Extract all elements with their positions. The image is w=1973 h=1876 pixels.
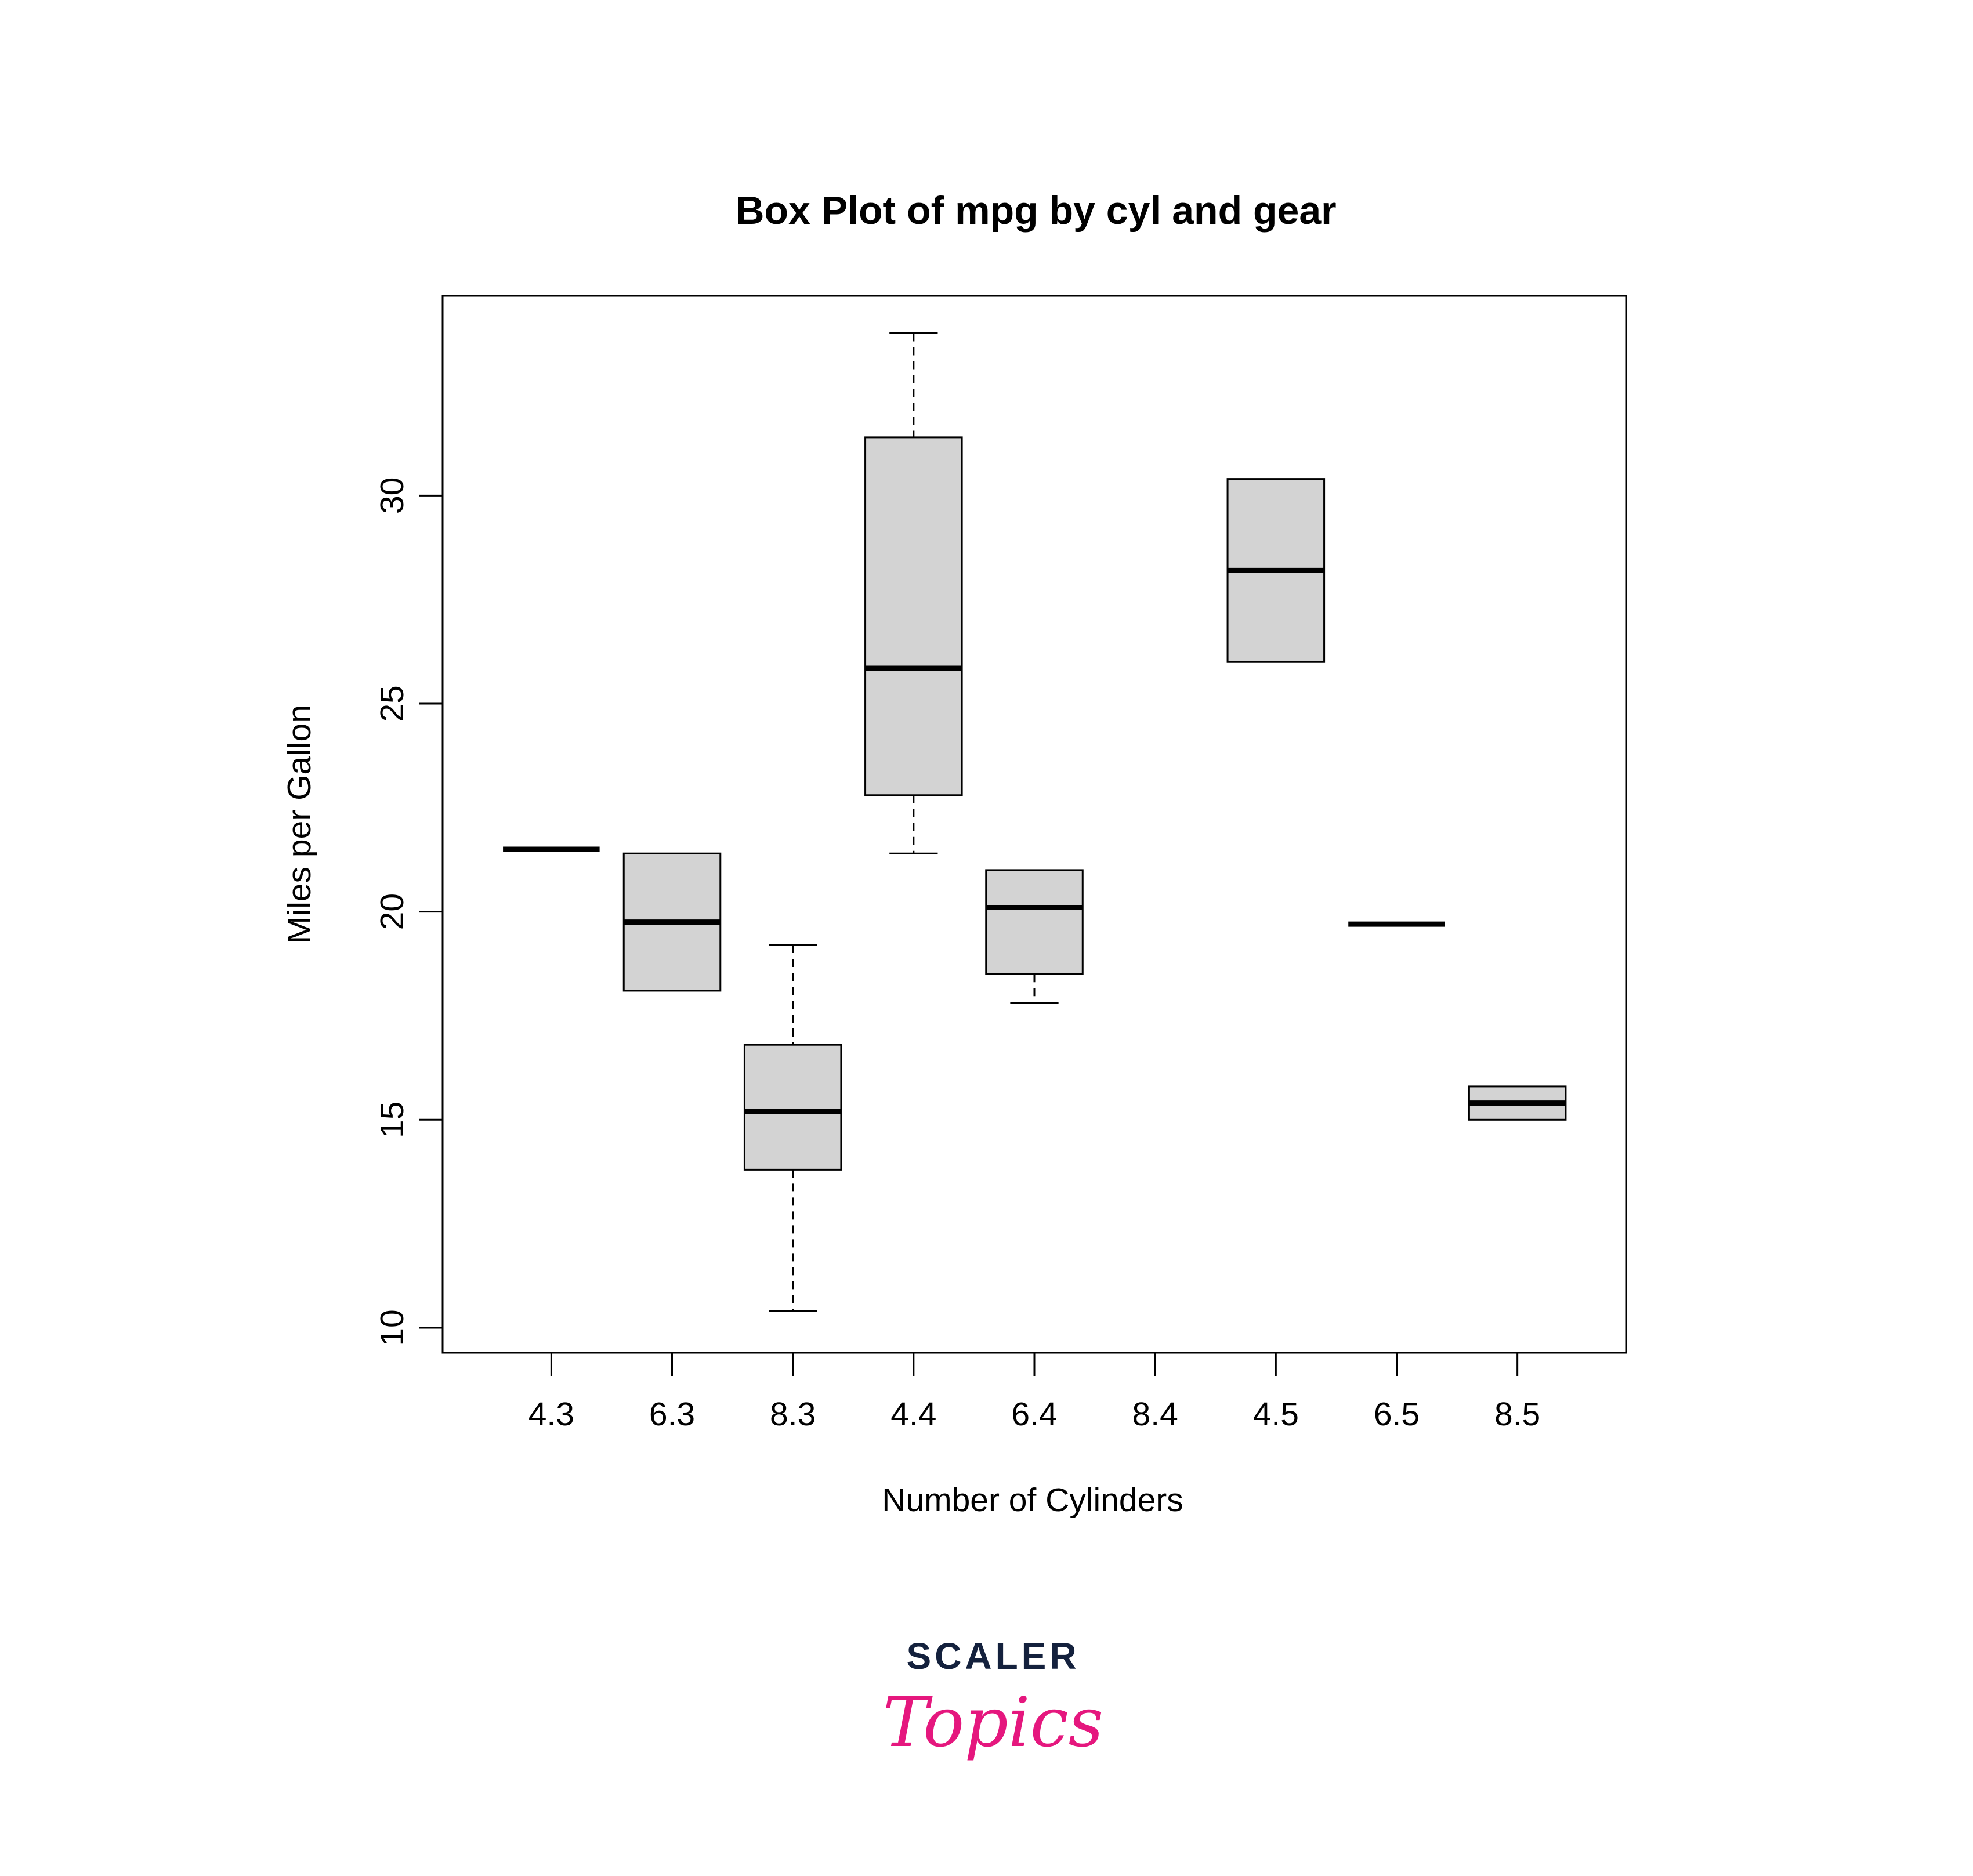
x-tick-label: 4.3 — [528, 1396, 574, 1433]
x-tick-label: 8.5 — [1494, 1396, 1540, 1433]
box-iqr — [864, 436, 963, 796]
plot-frame — [441, 295, 1627, 1354]
x-tick-label: 6.3 — [649, 1396, 695, 1433]
y-tick-label: 20 — [374, 893, 411, 930]
box-4.4 — [864, 332, 963, 854]
x-tick-label: 6.5 — [1374, 1396, 1420, 1433]
x-axis: 4.3 6.3 8.3 4.4 6.4 8.4 4.5 6.5 8.5 — [528, 1352, 1540, 1433]
x-tick-label: 6.4 — [1011, 1396, 1057, 1433]
box-6.4 — [985, 869, 1084, 1004]
y-tick-label: 15 — [374, 1102, 411, 1138]
x-axis-label: Number of Cylinders — [882, 1482, 1183, 1519]
scaler-topics-logo: SCALER Topics — [883, 1635, 1104, 1762]
x-tick-label: 4.4 — [890, 1396, 936, 1433]
box-8.3 — [743, 944, 842, 1312]
y-axis: 10 15 20 25 30 — [374, 477, 444, 1346]
box-6.3 — [622, 852, 722, 992]
logo-wordmark-top: SCALER — [906, 1635, 1080, 1677]
y-axis-label: Miles per Gallon — [281, 705, 318, 944]
x-tick-label: 8.3 — [770, 1396, 816, 1433]
y-tick-label: 25 — [374, 685, 411, 722]
box-8.5 — [1468, 1085, 1567, 1121]
x-tick-label: 8.4 — [1132, 1396, 1178, 1433]
logo-wordmark-bottom: Topics — [883, 1682, 1104, 1762]
box-iqr — [743, 1044, 842, 1171]
box-4.5 — [1226, 478, 1326, 663]
y-tick-label: 10 — [374, 1309, 411, 1346]
chart-title: Box Plot of mpg by cyl and gear — [736, 189, 1336, 233]
x-tick-label: 4.5 — [1253, 1396, 1299, 1433]
boxes — [503, 332, 1567, 1312]
box-iqr — [985, 869, 1084, 975]
y-tick-label: 30 — [374, 477, 411, 514]
